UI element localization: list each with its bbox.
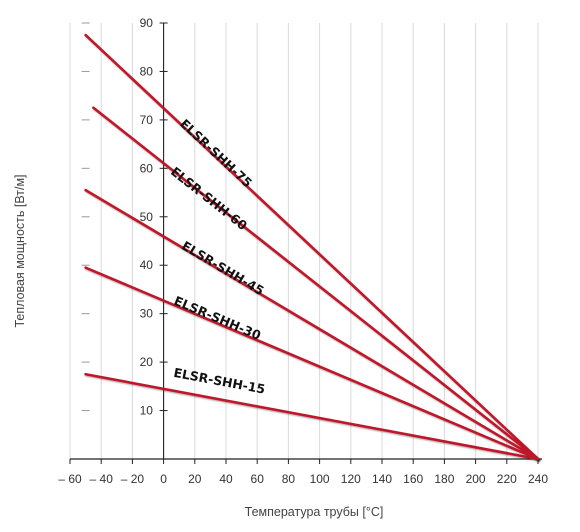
x-tick-label: 0 <box>160 472 167 486</box>
x-tick-label: 20 <box>188 472 202 486</box>
y-tick-label: 20 <box>140 355 154 369</box>
series-line-elsr-shh-15 <box>84 372 540 461</box>
y-axis-title: Тепловая мощность [Вт/м] <box>13 174 27 327</box>
series-line-elsr-shh-60 <box>92 106 540 461</box>
x-tick-label: 40 <box>219 472 233 486</box>
y-tick-label: 70 <box>140 113 154 127</box>
x-tick-label: 180 <box>434 472 454 486</box>
x-tick-label: 240 <box>528 472 548 486</box>
x-tick-label: – 40 <box>90 472 114 486</box>
y-tick-label: 30 <box>140 307 154 321</box>
series-line-elsr-shh-75 <box>84 33 540 461</box>
x-tick-label: 100 <box>310 472 330 486</box>
x-tick-label: 120 <box>341 472 361 486</box>
series-line-elsr-shh-30 <box>84 266 540 461</box>
x-tick-label: 60 <box>251 472 265 486</box>
x-tick-label: 220 <box>497 472 517 486</box>
x-tick-label: 140 <box>372 472 392 486</box>
y-tick-label: 40 <box>140 258 154 272</box>
x-tick-label: 200 <box>466 472 486 486</box>
series-label-elsr-shh-45: ELSR-SHH-45 <box>179 238 266 298</box>
y-tick-label: 50 <box>140 210 154 224</box>
y-tick-label: 10 <box>140 404 154 418</box>
x-axis-title: Температура трубы [°C] <box>245 505 384 519</box>
y-tick-label: 90 <box>140 16 154 30</box>
y-tick-label: 60 <box>140 161 154 175</box>
x-tick-label: – 20 <box>121 472 145 486</box>
series-line-elsr-shh-45 <box>84 188 540 461</box>
y-tick-label: 80 <box>140 64 154 78</box>
x-tick-label: 80 <box>282 472 296 486</box>
series-label-elsr-shh-30: ELSR-SHH-30 <box>172 293 264 343</box>
x-tick-label: 160 <box>403 472 423 486</box>
x-tick-label: – 60 <box>58 472 82 486</box>
